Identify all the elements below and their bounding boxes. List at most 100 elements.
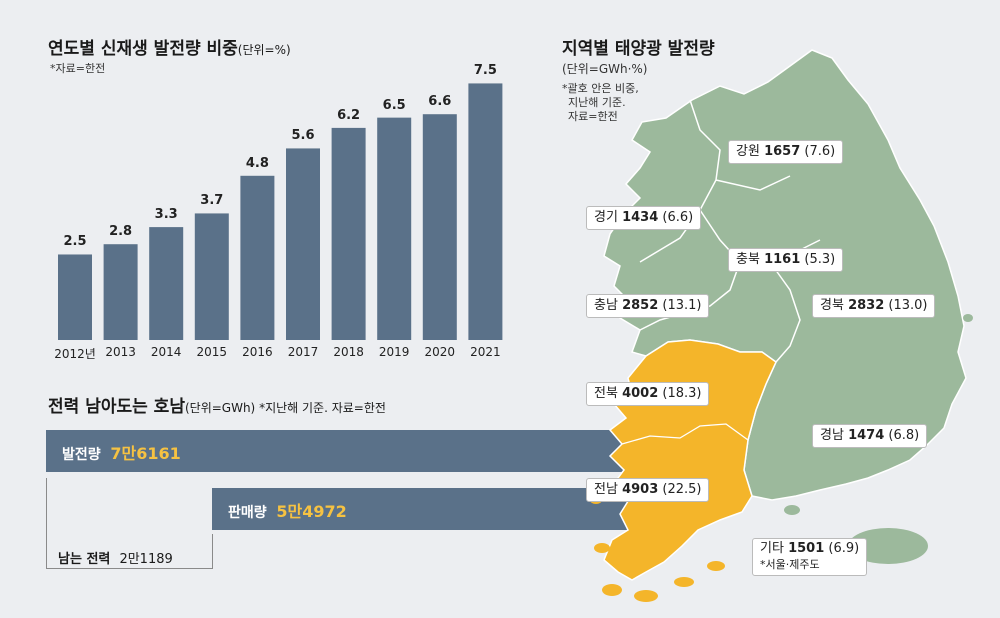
- bar-value-label: 3.7: [200, 193, 224, 209]
- region-label-chungbuk: 충북 1161 (5.3): [728, 248, 844, 272]
- region-label-chungnam: 충남 2852 (13.1): [586, 294, 710, 318]
- bar-2015: [194, 213, 229, 340]
- region-label-gyeongnam: 경남 1474 (6.8): [812, 424, 928, 448]
- map-note-2: 지난해 기준.: [568, 96, 626, 109]
- bar-category-label: 2012년: [54, 347, 96, 361]
- bar-category-label: 2017: [287, 345, 319, 359]
- region-value-gyeongnam: 1474: [848, 428, 885, 443]
- bar-category-label: 2013: [105, 345, 136, 359]
- bar-value-label: 3.3: [154, 207, 178, 223]
- region-name-chungbuk: 충북: [736, 252, 760, 267]
- region-label-jeonbuk: 전북 4002 (18.3): [586, 382, 710, 406]
- region-label-gangwon: 강원 1657 (7.6): [728, 140, 844, 164]
- map-honam-island-3: [634, 590, 658, 602]
- surplus-text: 남는 전력 2만1189: [58, 548, 173, 567]
- bar-category-label: 2015: [196, 345, 228, 359]
- bar-chart-title: 연도별 신재생 발전량 비중(단위=%): [48, 34, 291, 59]
- map-honam-island-1: [594, 543, 610, 553]
- region-share-other: (6.9): [828, 541, 860, 556]
- bar-2019: [377, 117, 412, 340]
- region-share-gyeongbuk: (13.0): [888, 298, 928, 313]
- generation-value: 7만6161: [110, 444, 181, 463]
- bar-category-label: 2021: [470, 345, 501, 359]
- map-green-island-2: [784, 505, 800, 515]
- honam-unit: (단위=GWh): [184, 401, 256, 415]
- sales-bar-text: 판매량 5만4972: [228, 498, 347, 522]
- region-label-gyeonggi: 경기 1434 (6.6): [586, 206, 702, 230]
- bar-category-label: 2018: [333, 345, 364, 359]
- bar-value-label: 6.5: [382, 97, 406, 113]
- bar-value-label: 5.6: [291, 128, 315, 144]
- region-name-gyeonggi: 경기: [594, 210, 618, 225]
- bar-value-label: 6.2: [337, 107, 361, 123]
- bar-category-label: 2014: [150, 345, 182, 359]
- region-share-gyeongnam: (6.8): [888, 428, 920, 443]
- bar-2017: [286, 148, 320, 340]
- bar-value-label: 2.5: [63, 234, 87, 250]
- map-green-island-1: [963, 314, 973, 322]
- bar-value-label: 6.6: [428, 94, 452, 110]
- region-value-jeonbuk: 4002: [622, 386, 659, 401]
- region-value-other: 1501: [788, 541, 825, 556]
- bar-2020: [422, 114, 457, 340]
- generation-bar-text: 발전량 7만6161: [62, 440, 181, 464]
- region-value-gyeongbuk: 2832: [848, 298, 885, 313]
- region-name-gangwon: 강원: [736, 144, 760, 159]
- region-label-gyeongbuk: 경북 2832 (13.0): [812, 294, 936, 318]
- region-value-gyeonggi: 1434: [622, 210, 659, 225]
- region-value-gangwon: 1657: [764, 144, 801, 159]
- sales-label: 판매량: [228, 505, 267, 521]
- bar-chart-title-text: 연도별 신재생 발전량 비중: [48, 39, 238, 59]
- map-note-3: 자료=한전: [568, 110, 618, 123]
- region-share-gyeonggi: (6.6): [662, 210, 694, 225]
- region-name-jeonnam: 전남: [594, 482, 618, 497]
- bar-value-label: 2.8: [109, 224, 133, 240]
- region-value-chungbuk: 1161: [764, 252, 801, 267]
- region-note-other: *서울·제주도: [760, 558, 820, 571]
- map-honam-boundary: [621, 423, 749, 445]
- surplus-value: 2만1189: [119, 552, 173, 567]
- map-jeju-island: [848, 528, 928, 564]
- surplus-bracket-left: [46, 478, 47, 568]
- bar-2021: [468, 83, 503, 340]
- region-name-jeonbuk: 전북: [594, 386, 618, 401]
- region-share-gangwon: (7.6): [804, 144, 836, 159]
- bar-category-label: 2020: [424, 345, 456, 359]
- region-share-jeonbuk: (18.3): [662, 386, 702, 401]
- map-note-1: *괄호 안은 비중,: [562, 82, 639, 95]
- region-value-chungnam: 2852: [622, 298, 659, 313]
- generation-label: 발전량: [62, 447, 101, 463]
- region-label-other: 기타 1501 (6.9) *서울·제주도: [752, 538, 868, 576]
- region-share-chungnam: (13.1): [662, 298, 702, 313]
- map-honam-island-5: [707, 561, 725, 571]
- surplus-bracket-bottom: [46, 568, 213, 569]
- bar-2016: [240, 175, 275, 340]
- bar-value-label: 4.8: [245, 155, 269, 171]
- bar-category-label: 2019: [378, 345, 410, 359]
- bar-chart-source: *자료=한전: [50, 62, 106, 75]
- region-name-gyeongnam: 경남: [820, 428, 844, 443]
- bar-value-label: 7.5: [473, 63, 497, 79]
- map-title: 지역별 태양광 발전량: [562, 39, 715, 59]
- honam-note: *지난해 기준. 자료=한전: [255, 401, 386, 415]
- bar-chart-unit: (단위=%): [237, 43, 291, 57]
- generation-bar: [46, 430, 686, 472]
- region-share-chungbuk: (5.3): [804, 252, 836, 267]
- honam-title-text: 전력 남아도는 호남: [48, 397, 185, 417]
- bar-2013: [103, 244, 138, 340]
- map-unit: (단위=GWh·%): [562, 62, 648, 76]
- region-value-jeonnam: 4903: [622, 482, 659, 497]
- region-share-jeonnam: (22.5): [662, 482, 702, 497]
- bar-2018: [331, 127, 366, 340]
- bar-2014: [149, 227, 184, 340]
- honam-section-title: 전력 남아도는 호남(단위=GWh) *지난해 기준. 자료=한전: [48, 392, 386, 417]
- region-name-other: 기타: [760, 541, 784, 556]
- region-name-chungnam: 충남: [594, 298, 618, 313]
- sales-value: 5만4972: [276, 502, 347, 521]
- region-name-gyeongbuk: 경북: [820, 298, 844, 313]
- region-label-jeonnam: 전남 4903 (22.5): [586, 478, 710, 502]
- surplus-bracket-right: [212, 534, 213, 568]
- surplus-label: 남는 전력: [58, 552, 111, 567]
- bar-category-label: 2016: [242, 345, 273, 359]
